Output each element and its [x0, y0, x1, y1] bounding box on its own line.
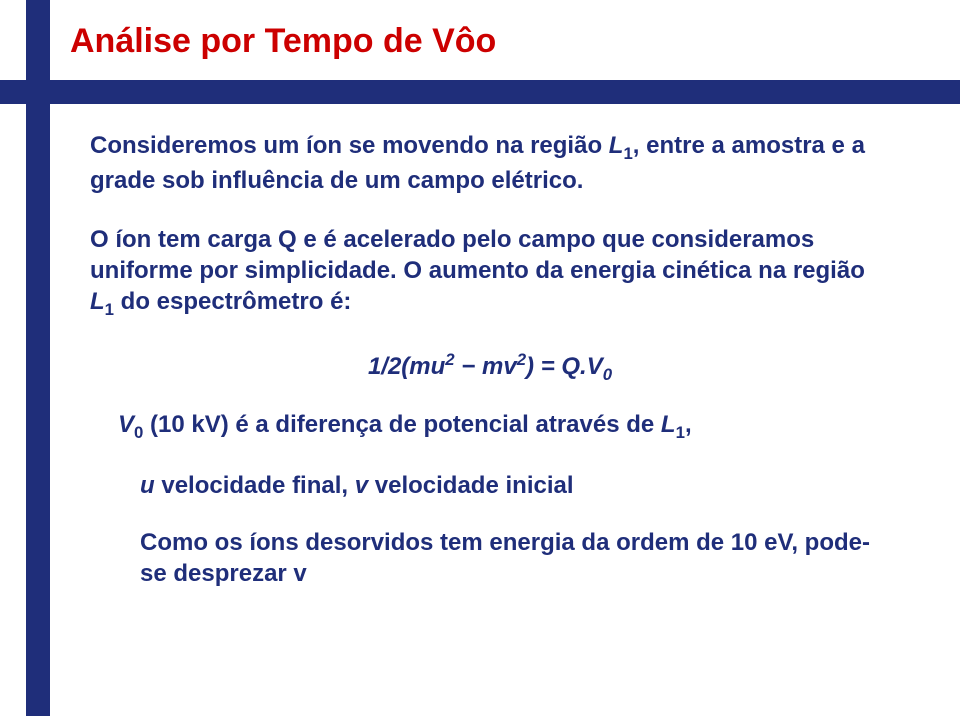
p1-text-a: Consideremos um íon se movendo na região — [90, 132, 609, 159]
p1-sub-1: 1 — [623, 144, 632, 163]
p2-text-a: O íon tem carga Q e é acelerado pelo cam… — [90, 226, 865, 284]
paragraph-2: O íon tem carga Q e é acelerado pelo cam… — [90, 224, 890, 321]
slide-body: Consideremos um íon se movendo na região… — [90, 130, 890, 590]
uv-line: u velocidade final, v velocidade inicial — [140, 470, 890, 501]
last-text: Como os íons desorvidos tem energia da o… — [140, 529, 870, 587]
v0-var-V: V — [118, 411, 134, 438]
p2-var-L: L — [90, 288, 105, 315]
eq-minus: − mv — [455, 353, 517, 380]
horizontal-bar — [0, 80, 960, 104]
v0-sub-1: 1 — [676, 423, 685, 442]
equation: 1/2(mu2 − mv2) = Q.V0 — [90, 349, 890, 386]
uv-var-u: u — [140, 472, 155, 499]
uv-text-d: velocidade inicial — [368, 472, 573, 499]
v0-text-c: , — [685, 411, 692, 438]
last-line: Como os íons desorvidos tem energia da o… — [140, 527, 890, 589]
v0-sub-0: 0 — [134, 423, 143, 442]
slide-title: Análise por Tempo de Vôo — [70, 22, 496, 61]
p2-text-b: do espectrômetro é: — [114, 288, 351, 315]
uv-text-b: velocidade final, — [155, 472, 355, 499]
vertical-bar — [26, 0, 50, 716]
eq-b: ) = Q.V — [526, 353, 603, 380]
eq-a: 1/2(mu — [368, 353, 445, 380]
paragraph-1: Consideremos um íon se movendo na região… — [90, 130, 890, 196]
eq-sub-0: 0 — [603, 365, 612, 384]
v0-var-L: L — [661, 411, 676, 438]
uv-var-v: v — [355, 472, 368, 499]
eq-sup-b: 2 — [517, 350, 526, 369]
p2-sub-1: 1 — [105, 300, 114, 319]
p1-var-L: L — [609, 132, 624, 159]
v0-line: V0 (10 kV) é a diferença de potencial at… — [118, 409, 890, 444]
v0-text-b: (10 kV) é a diferença de potencial atrav… — [143, 411, 661, 438]
eq-sup-a: 2 — [445, 350, 454, 369]
